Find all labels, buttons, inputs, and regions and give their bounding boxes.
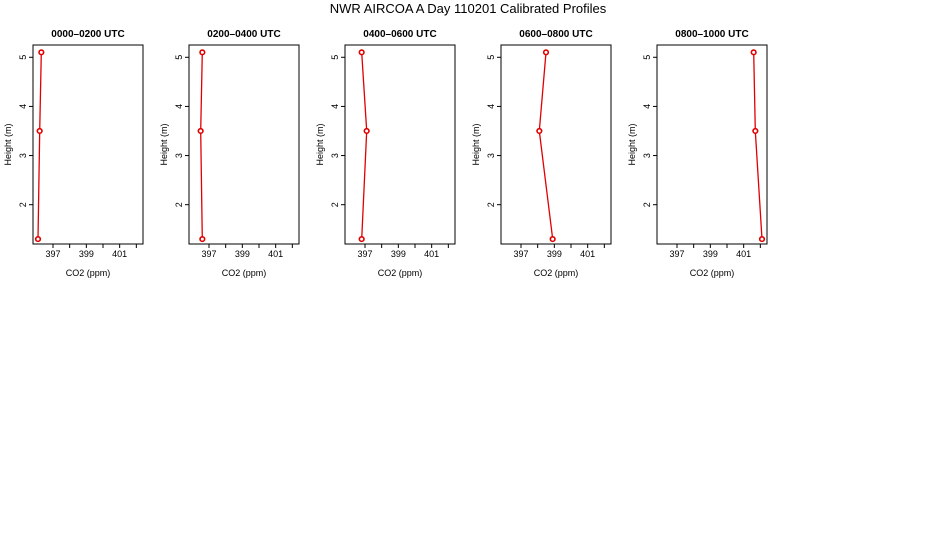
y-tick-label: 5 <box>330 55 340 60</box>
y-tick-label: 5 <box>642 55 652 60</box>
profile-line <box>37 52 42 240</box>
x-tick-label: 401 <box>424 249 439 259</box>
plot-frame <box>344 44 456 245</box>
profile-point <box>36 127 43 135</box>
x-tick-label: 399 <box>703 249 718 259</box>
x-tick-label: 399 <box>391 249 406 259</box>
x-tick-label: 399 <box>79 249 94 259</box>
profile-point <box>197 127 204 135</box>
x-tick-label: 397 <box>669 249 684 259</box>
profile-panel-5: 0800–1000 UTC 397 399 401 2 3 4 5 CO2 (ppm) Heigh… <box>627 29 768 278</box>
x-tick-label: 399 <box>235 249 250 259</box>
figure-title: NWR AIRCOA A Day 110201 Calibrated Profi… <box>330 1 607 16</box>
x-tick-label: 401 <box>580 249 595 259</box>
profile-panel-4: 0600–0800 UTC 397 399 401 2 3 4 5 CO2 (ppm) Heigh… <box>471 29 612 278</box>
profile-point <box>758 235 766 243</box>
y-tick-label: 2 <box>330 202 340 207</box>
panel-title: 0400–0600 UTC <box>363 29 436 40</box>
x-axis-label: CO2 (ppm) <box>534 268 579 278</box>
y-tick-label: 3 <box>642 153 652 158</box>
y-tick-label: 3 <box>330 153 340 158</box>
profile-point <box>750 49 757 56</box>
x-axis-label: CO2 (ppm) <box>378 268 423 278</box>
y-axis-label: Height (m) <box>159 123 169 165</box>
y-tick-label: 2 <box>642 202 652 207</box>
profile-line <box>361 52 368 240</box>
y-tick-label: 5 <box>174 55 184 60</box>
profile-panel-3: 0400–0600 UTC 397 399 401 2 3 4 5 CO2 (ppm) Heigh… <box>315 29 456 278</box>
profile-line <box>200 52 203 240</box>
plot-frame <box>500 44 612 245</box>
y-tick-label: 4 <box>486 104 496 109</box>
y-tick-label: 4 <box>642 104 652 109</box>
y-tick-label: 2 <box>174 202 184 207</box>
profile-point <box>358 235 365 243</box>
profile-panel-2: 0200–0400 UTC 397 399 401 2 3 4 5 CO2 (ppm) Heigh… <box>159 29 300 278</box>
y-tick-label: 3 <box>486 153 496 158</box>
y-tick-label: 3 <box>174 153 184 158</box>
panel-title: 0600–0800 UTC <box>519 29 592 40</box>
x-axis-label: CO2 (ppm) <box>66 268 111 278</box>
x-tick-label: 397 <box>357 249 372 259</box>
x-tick-label: 399 <box>547 249 562 259</box>
profile-point <box>363 127 370 135</box>
y-axis-label: Height (m) <box>627 123 637 165</box>
profile-point <box>549 235 556 243</box>
profile-point <box>358 49 365 56</box>
x-tick-label: 397 <box>45 249 60 259</box>
profile-panel-1: 0000–0200 UTC 397 399 401 2 3 4 5 CO2 (ppm) Heigh… <box>3 29 144 278</box>
y-tick-label: 2 <box>18 202 28 207</box>
x-tick-label: 397 <box>513 249 528 259</box>
x-axis-label: CO2 (ppm) <box>690 268 735 278</box>
y-tick-label: 4 <box>18 104 28 109</box>
plot-frame <box>32 44 144 245</box>
y-axis-label: Height (m) <box>3 123 13 165</box>
profile-point <box>199 49 206 56</box>
y-axis-label: Height (m) <box>471 123 481 165</box>
y-tick-label: 4 <box>174 104 184 109</box>
x-tick-label: 401 <box>112 249 127 259</box>
profile-line <box>753 52 763 240</box>
y-tick-label: 4 <box>330 104 340 109</box>
y-tick-label: 3 <box>18 153 28 158</box>
x-tick-label: 397 <box>201 249 216 259</box>
panel-title: 0000–0200 UTC <box>51 29 124 40</box>
y-tick-label: 5 <box>18 55 28 60</box>
x-tick-label: 401 <box>268 249 283 259</box>
profile-point <box>199 235 206 243</box>
x-tick-label: 401 <box>736 249 751 259</box>
plot-frame <box>188 44 300 245</box>
plot-frame <box>656 44 768 245</box>
panel-title: 0200–0400 UTC <box>207 29 280 40</box>
y-tick-label: 5 <box>486 55 496 60</box>
panel-title: 0800–1000 UTC <box>675 29 748 40</box>
profile-point <box>34 235 42 243</box>
y-tick-label: 2 <box>486 202 496 207</box>
profile-point <box>38 49 45 56</box>
y-axis-label: Height (m) <box>315 123 325 165</box>
x-axis-label: CO2 (ppm) <box>222 268 267 278</box>
panels-container: 0000–0200 UTC 397 399 401 2 3 4 5 CO2 (ppm) Heigh… <box>3 29 768 278</box>
profile-point <box>536 127 543 135</box>
profile-point <box>752 127 759 135</box>
profile-point <box>542 49 550 56</box>
profile-line <box>538 52 554 240</box>
